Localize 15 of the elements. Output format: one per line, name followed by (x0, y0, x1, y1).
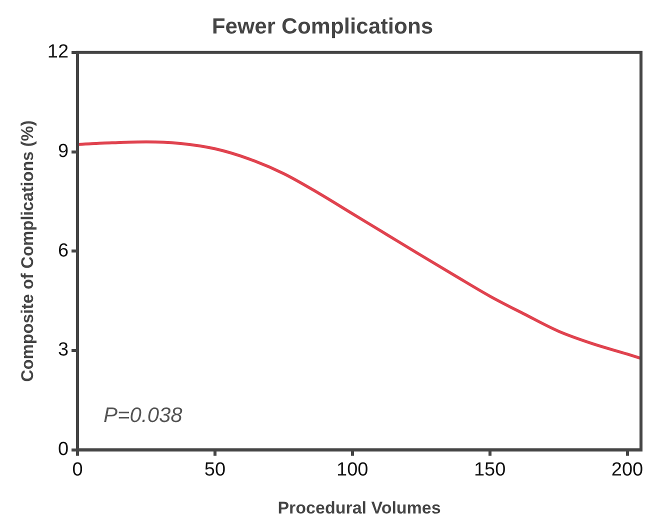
x-tick-label: 100 (336, 459, 368, 480)
x-axis-title: Procedural Volumes (278, 498, 441, 518)
x-tick-label: 50 (204, 459, 226, 480)
y-axis-title: Composite of Complications (%) (18, 120, 37, 382)
y-tick-label: 0 (58, 439, 69, 460)
y-tick-label: 6 (58, 240, 69, 262)
x-tick-label: 0 (72, 459, 83, 480)
chart-title: Fewer Complications (212, 13, 434, 38)
x-tick-label: 200 (611, 459, 644, 480)
y-tick-label: 12 (47, 42, 69, 63)
x-tick-label: 150 (474, 459, 506, 480)
y-tick-label: 9 (58, 140, 69, 162)
line-series (78, 140, 641, 360)
annotation: P=0.038 (104, 404, 183, 427)
y-tick-label: 3 (58, 340, 69, 361)
